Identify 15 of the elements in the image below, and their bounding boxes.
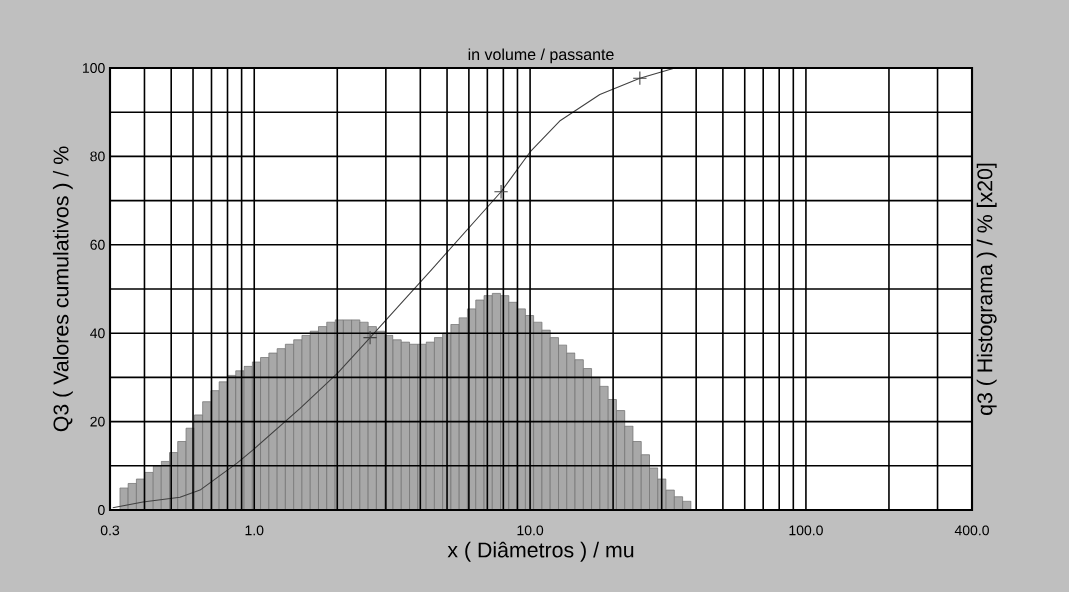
y-tick-label: 80 (90, 151, 105, 162)
x-tick-label: 400.0 (954, 525, 989, 536)
y-tick-label: 0 (98, 505, 105, 515)
y-tick-label: 40 (90, 328, 105, 339)
x-tick-label: 10.0 (517, 525, 544, 536)
chart-title: in volume / passante (468, 48, 614, 64)
y-tick-label: 20 (90, 416, 105, 427)
y2-axis-title: q3 ( Histograma ) / % [x20] (976, 163, 997, 415)
x-tick-label: 1.0 (245, 525, 264, 536)
y-tick-label: 60 (90, 239, 105, 250)
x-axis-title: x ( Diâmetros ) / mu (447, 541, 634, 562)
x-tick-label: 0.3 (100, 525, 120, 536)
x-tick-label: 100.0 (789, 525, 823, 536)
y-tick-label: 100 (83, 63, 105, 73)
y-axis-title: Q3 ( Valores cumulativos ) / % (52, 146, 73, 432)
